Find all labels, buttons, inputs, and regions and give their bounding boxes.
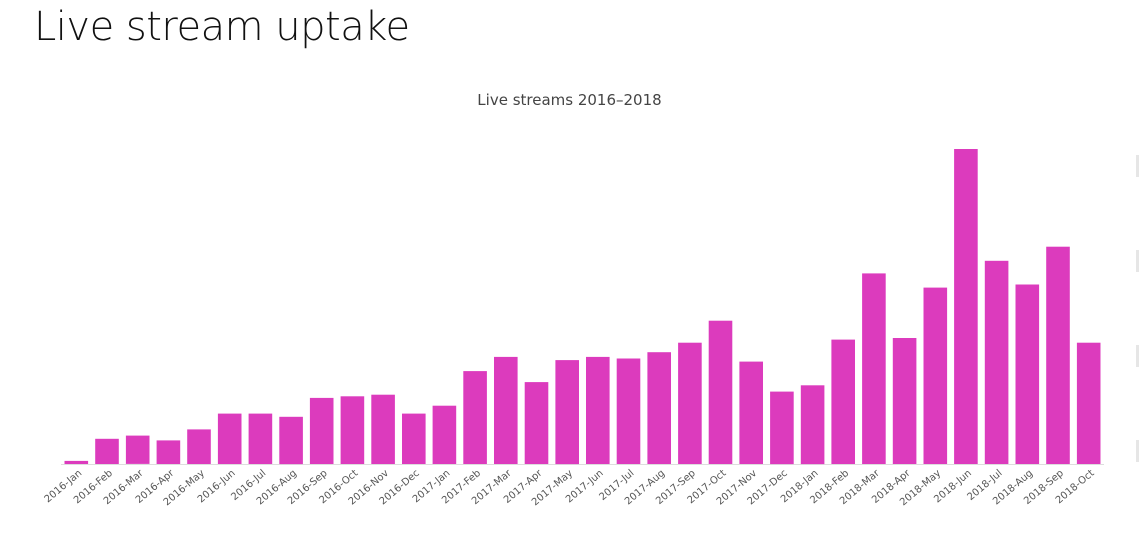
right-edge-mark [1136,345,1139,367]
bar [95,438,119,464]
bar [432,405,457,464]
bar [555,360,579,465]
bar [371,394,395,464]
bar [217,413,242,464]
bar [187,429,211,464]
bar [524,382,549,464]
bar [402,413,426,464]
bar [309,397,334,464]
bar [64,460,89,464]
bar [954,149,978,464]
bar [800,385,825,465]
bar [892,338,917,464]
bar [586,356,610,464]
right-edge-mark [1136,250,1139,272]
slide-title: Live stream uptake [34,4,410,50]
bar [340,396,365,464]
bar [494,356,518,464]
bar [279,416,303,465]
bar [770,391,794,465]
right-edge-mark [1136,440,1139,462]
bar [923,287,948,464]
bar [647,352,671,464]
bar [1076,342,1101,464]
bar [125,435,150,464]
bar [831,339,855,464]
bar [156,440,181,464]
bar [463,371,487,464]
chart-title: Live streams 2016–2018 [477,91,662,109]
right-edge-mark [1136,155,1139,177]
bar [862,273,886,464]
bar [1046,246,1070,464]
bar [248,413,273,464]
bar [984,260,1009,464]
bar [616,358,641,464]
bar [1015,284,1040,464]
bar [708,320,733,464]
bar [739,361,763,464]
bar [678,342,702,464]
